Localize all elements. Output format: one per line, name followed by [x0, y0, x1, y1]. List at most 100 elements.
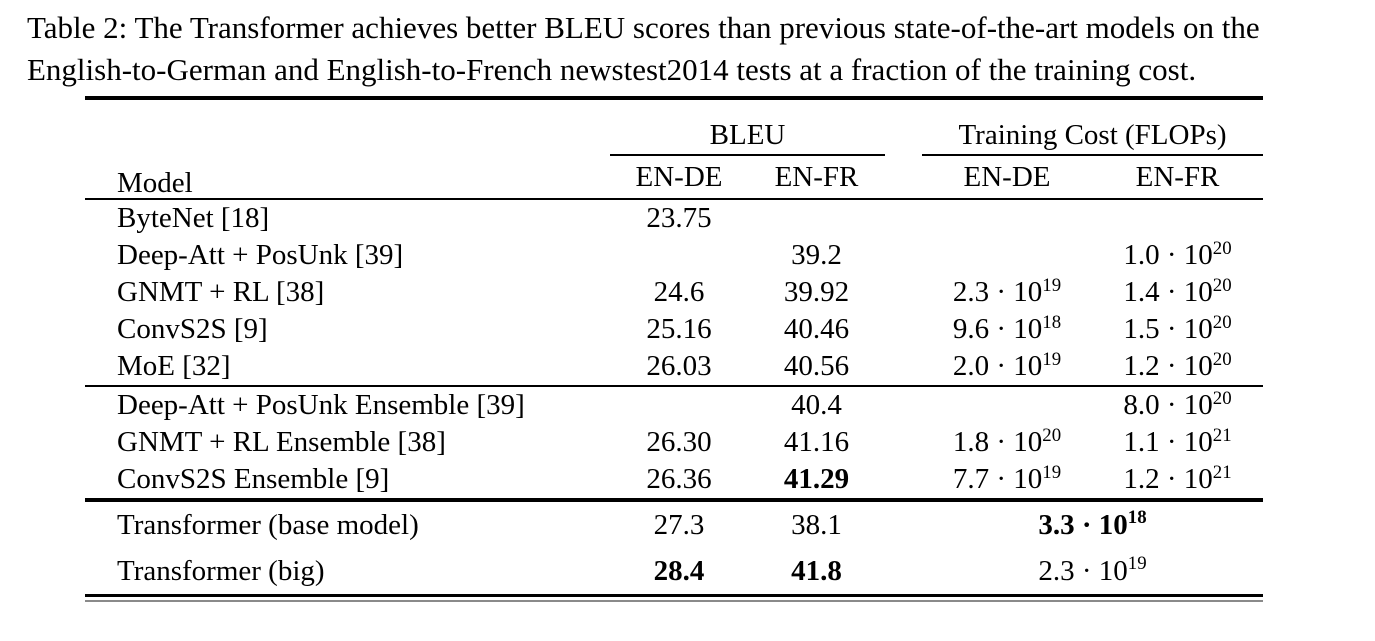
model-cell: Transformer (base model)	[85, 498, 610, 548]
cost-en-fr-header: EN-FR	[1135, 160, 1220, 193]
cost-combined-cell: 3.3 · 1018	[885, 498, 1264, 548]
cost-group-header: Training Cost (FLOPs)	[885, 98, 1264, 156]
table-row: Deep-Att + PosUnk [39] 39.2 1.0 · 1020	[85, 237, 1263, 274]
exponent: 18	[1127, 507, 1147, 529]
bleu-en-de-cell: 25.16	[646, 313, 712, 345]
mantissa: 2.3 · 10	[1038, 554, 1128, 587]
mantissa: 8.0 · 10	[1123, 389, 1213, 421]
cost-en-de-cell: 2.3 · 1019	[885, 274, 1092, 311]
bleu-group-header: BLEU	[610, 98, 885, 156]
exponent: 19	[1042, 348, 1062, 370]
results-table: Model BLEU Training Cost (FLOPs) EN-DE E…	[85, 96, 1264, 597]
caption-line-2: English-to-German and English-to-French …	[27, 52, 1197, 87]
bleu-en-fr-cell: 41.29	[783, 463, 850, 495]
bleu-en-fr-cell: 39.92	[783, 276, 850, 308]
exponent: 21	[1212, 424, 1232, 446]
cost-en-de-cell: 9.6 · 1018	[885, 311, 1092, 348]
cost-en-de-cell: 7.7 · 1019	[885, 461, 1092, 500]
table-row: MoE [32] 26.03 40.56 2.0 · 1019 1.2 · 10…	[85, 348, 1263, 386]
cost-en-de-cell: 2.0 · 1019	[885, 348, 1092, 386]
mantissa: 1.8 · 10	[952, 426, 1043, 458]
table-container: Model BLEU Training Cost (FLOPs) EN-DE E…	[85, 96, 1264, 597]
table-row: ConvS2S [9] 25.16 40.46 9.6 · 1018 1.5 ·…	[85, 311, 1263, 348]
exponent: 20	[1212, 274, 1232, 296]
model-cell: ConvS2S [9]	[117, 313, 268, 345]
table-row: ByteNet [18] 23.75	[85, 199, 1263, 237]
exponent: 20	[1212, 387, 1232, 409]
cost-en-fr-cell: 1.2 · 1021	[1092, 461, 1263, 500]
cost-en-fr-cell	[1092, 199, 1263, 237]
mantissa: 1.4 · 10	[1123, 276, 1213, 308]
bleu-en-fr-cell: 40.4	[748, 385, 885, 424]
model-cell: GNMT + RL [38]	[117, 276, 325, 308]
cost-group-label: Training Cost (FLOPs)	[922, 121, 1264, 156]
header-group-row: Model BLEU Training Cost (FLOPs)	[85, 98, 1264, 198]
bleu-en-fr-cell: 40.46	[783, 313, 850, 345]
table-body: ByteNet [18] 23.75 Deep-Att + PosUnk [39…	[85, 199, 1264, 596]
table-row: Deep-Att + PosUnk Ensemble [39] 40.4 8.0…	[85, 385, 1264, 424]
cost-en-fr-cell: 1.5 · 1020	[1092, 311, 1263, 348]
exponent: 20	[1212, 348, 1232, 370]
cost-en-de-cell	[885, 385, 1092, 424]
cost-combined-cell: 2.3 · 1019	[885, 548, 1263, 596]
model-cell: Deep-Att + PosUnk [39]	[117, 239, 404, 271]
table-row: GNMT + RL Ensemble [38] 26.30 41.16 1.8 …	[85, 424, 1263, 461]
table-row: GNMT + RL [38] 24.6 39.92 2.3 · 1019 1.4…	[85, 274, 1263, 311]
bleu-en-fr-cell: 38.1	[748, 498, 885, 548]
exponent: 19	[1042, 274, 1062, 296]
bleu-en-de-header: EN-DE	[635, 160, 723, 193]
exponent: 20	[1212, 311, 1232, 333]
bleu-en-fr-header: EN-FR	[774, 160, 859, 193]
cost-en-de-cell	[885, 199, 1092, 237]
mantissa: 7.7 · 10	[952, 463, 1043, 495]
mantissa: 1.5 · 10	[1123, 313, 1213, 345]
cost-en-fr-cell: 1.2 · 1020	[1092, 348, 1263, 386]
cost-en-fr-cell: 8.0 · 1020	[1092, 385, 1264, 424]
table-header: Model BLEU Training Cost (FLOPs) EN-DE E…	[85, 98, 1264, 199]
cost-en-de-header: EN-DE	[963, 160, 1051, 193]
bleu-en-de-cell	[610, 237, 748, 274]
table-row: Transformer (big) 28.4 41.8 2.3 · 1019	[85, 548, 1263, 596]
cost-en-fr-cell: 1.0 · 1020	[1092, 237, 1263, 274]
mantissa: 3.3 · 10	[1038, 508, 1128, 541]
exponent: 20	[1212, 237, 1232, 259]
model-cell: Deep-Att + PosUnk Ensemble [39]	[85, 385, 610, 424]
model-cell: MoE [32]	[117, 350, 231, 382]
bleu-group-label: BLEU	[610, 121, 885, 156]
bleu-en-fr-cell	[748, 199, 885, 237]
model-cell: Transformer (big)	[117, 554, 325, 587]
bleu-en-de-cell: 27.3	[610, 498, 748, 548]
caption-line-1: Table 2: The Transformer achieves better…	[27, 10, 1260, 45]
cost-en-fr-cell: 1.4 · 1020	[1092, 274, 1263, 311]
mantissa: 1.1 · 10	[1123, 426, 1213, 458]
mantissa: 9.6 · 10	[952, 313, 1043, 345]
bottom-rule-shadow	[85, 600, 1263, 602]
cost-en-de-cell	[885, 237, 1092, 274]
mantissa: 2.0 · 10	[952, 350, 1043, 382]
bleu-en-fr-cell: 39.2	[791, 239, 842, 271]
exponent: 18	[1042, 311, 1062, 333]
header-sub-row: EN-DE EN-FR EN-DE EN-FR	[85, 156, 1263, 199]
cost-en-fr-cell: 1.1 · 1021	[1092, 424, 1263, 461]
bleu-en-de-cell	[610, 385, 748, 424]
exponent: 19	[1042, 461, 1062, 483]
mantissa: 2.3 · 10	[952, 276, 1043, 308]
mantissa: 1.2 · 10	[1123, 350, 1213, 382]
bleu-en-de-cell: 28.4	[653, 554, 705, 587]
table-caption: Table 2: The Transformer achieves better…	[27, 7, 1365, 91]
model-cell: ConvS2S Ensemble [9]	[117, 463, 390, 495]
model-cell: ByteNet [18]	[117, 202, 270, 234]
bleu-en-fr-cell: 41.8	[791, 554, 842, 587]
bleu-en-de-cell: 23.75	[646, 202, 712, 234]
exponent: 21	[1212, 461, 1232, 483]
bleu-en-fr-cell: 41.16	[783, 426, 850, 458]
bleu-en-de-cell: 26.36	[646, 463, 712, 495]
table-row: Transformer (base model) 27.3 38.1 3.3 ·…	[85, 498, 1264, 548]
bleu-en-de-cell: 24.6	[653, 276, 705, 308]
mantissa: 1.0 · 10	[1123, 239, 1213, 271]
table-row: ConvS2S Ensemble [9] 26.36 41.29 7.7 · 1…	[85, 461, 1263, 500]
model-column-header: Model	[117, 167, 193, 199]
exponent: 19	[1127, 553, 1147, 575]
mantissa: 1.2 · 10	[1123, 463, 1213, 495]
exponent: 20	[1042, 424, 1062, 446]
